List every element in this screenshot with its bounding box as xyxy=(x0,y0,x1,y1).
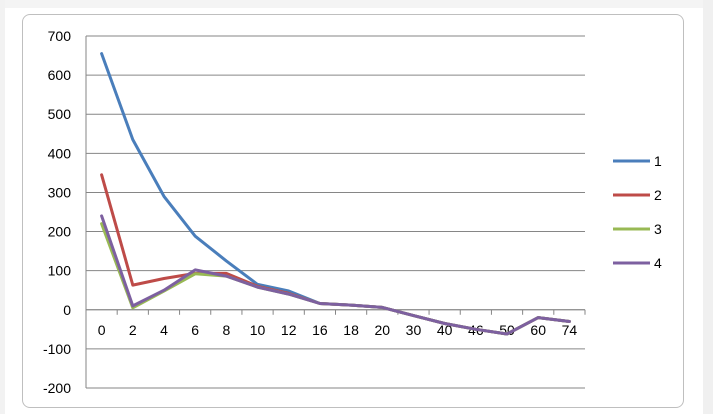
x-tick-label: 0 xyxy=(98,322,106,338)
series-line-4 xyxy=(100,214,571,336)
y-tick-label: 500 xyxy=(48,106,72,122)
y-tick-label: -100 xyxy=(43,341,71,357)
window-left-edge xyxy=(0,0,5,414)
x-tick-label: 20 xyxy=(374,322,390,338)
legend-label-1: 1 xyxy=(654,153,662,169)
series-line-1 xyxy=(100,52,571,336)
x-tick-label: 18 xyxy=(343,322,359,338)
y-tick-label: 400 xyxy=(48,145,72,161)
x-tick-label: 6 xyxy=(191,322,199,338)
y-tick-label: 100 xyxy=(48,263,72,279)
x-tick-label: 60 xyxy=(530,322,546,338)
x-tick-label: 2 xyxy=(129,322,137,338)
y-tick-label: 0 xyxy=(63,302,71,318)
x-tick-label: 8 xyxy=(222,322,230,338)
y-tick-label: 700 xyxy=(48,28,72,44)
legend-label-2: 2 xyxy=(654,187,662,203)
x-tick-label: 16 xyxy=(312,322,328,338)
series-lines xyxy=(100,52,571,336)
legend-label-4: 4 xyxy=(654,255,662,271)
window-right-edge xyxy=(703,0,713,414)
legend: 1 2 3 4 xyxy=(613,153,662,271)
x-tick-label: 40 xyxy=(437,322,453,338)
x-tick-label: 4 xyxy=(160,322,168,338)
x-tick-label: 10 xyxy=(250,322,266,338)
chart-area xyxy=(22,14,684,408)
window-top-edge xyxy=(0,0,713,8)
x-tick-label: 30 xyxy=(406,322,422,338)
y-axis: 700 600 500 400 300 200 100 0 -100 -200 xyxy=(43,28,87,396)
series-line-3 xyxy=(100,222,571,336)
y-tick-label: 300 xyxy=(48,184,72,200)
y-tick-label: -200 xyxy=(43,380,71,396)
x-tick-label: 74 xyxy=(562,322,578,338)
legend-label-3: 3 xyxy=(654,221,662,237)
y-tick-label: 600 xyxy=(48,67,72,83)
y-tick-label: 200 xyxy=(48,224,72,240)
x-tick-label: 12 xyxy=(281,322,297,338)
